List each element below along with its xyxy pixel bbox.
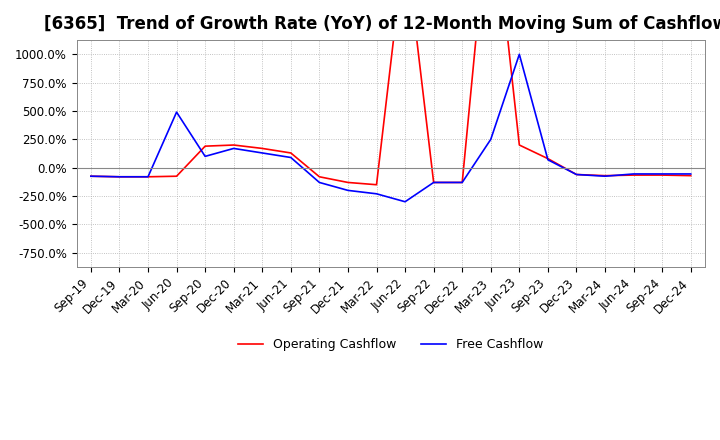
Free Cashflow [201, 154, 210, 159]
Free Cashflow [172, 110, 181, 115]
Operating Cashflow [629, 172, 638, 178]
Free Cashflow [629, 171, 638, 176]
Free Cashflow [600, 173, 609, 179]
Operating Cashflow [201, 143, 210, 149]
Free Cashflow [230, 146, 238, 151]
Operating Cashflow [372, 182, 381, 187]
Free Cashflow [115, 174, 124, 180]
Operating Cashflow [600, 173, 609, 178]
Free Cashflow [515, 51, 523, 57]
Operating Cashflow [315, 174, 324, 180]
Free Cashflow [144, 174, 153, 180]
Free Cashflow [86, 173, 95, 179]
Legend: Operating Cashflow, Free Cashflow: Operating Cashflow, Free Cashflow [233, 333, 549, 356]
Free Cashflow [343, 188, 352, 193]
Free Cashflow [544, 157, 552, 162]
Operating Cashflow [515, 143, 523, 148]
Line: Operating Cashflow: Operating Cashflow [91, 0, 690, 185]
Line: Free Cashflow: Free Cashflow [91, 54, 690, 202]
Free Cashflow [458, 180, 467, 185]
Operating Cashflow [287, 150, 295, 156]
Operating Cashflow [572, 172, 581, 177]
Operating Cashflow [86, 173, 95, 179]
Operating Cashflow [343, 180, 352, 185]
Free Cashflow [658, 171, 667, 176]
Operating Cashflow [115, 174, 124, 180]
Operating Cashflow [258, 146, 266, 151]
Operating Cashflow [172, 173, 181, 179]
Free Cashflow [686, 171, 695, 176]
Operating Cashflow [458, 180, 467, 185]
Free Cashflow [401, 199, 410, 204]
Free Cashflow [572, 172, 581, 177]
Title: [6365]  Trend of Growth Rate (YoY) of 12-Month Moving Sum of Cashflows: [6365] Trend of Growth Rate (YoY) of 12-… [44, 15, 720, 33]
Operating Cashflow [544, 156, 552, 161]
Free Cashflow [487, 137, 495, 142]
Operating Cashflow [429, 180, 438, 185]
Operating Cashflow [144, 174, 153, 180]
Operating Cashflow [658, 172, 667, 178]
Operating Cashflow [686, 173, 695, 178]
Operating Cashflow [230, 143, 238, 148]
Free Cashflow [315, 180, 324, 185]
Free Cashflow [287, 155, 295, 160]
Free Cashflow [258, 150, 266, 156]
Free Cashflow [372, 191, 381, 196]
Free Cashflow [429, 180, 438, 185]
